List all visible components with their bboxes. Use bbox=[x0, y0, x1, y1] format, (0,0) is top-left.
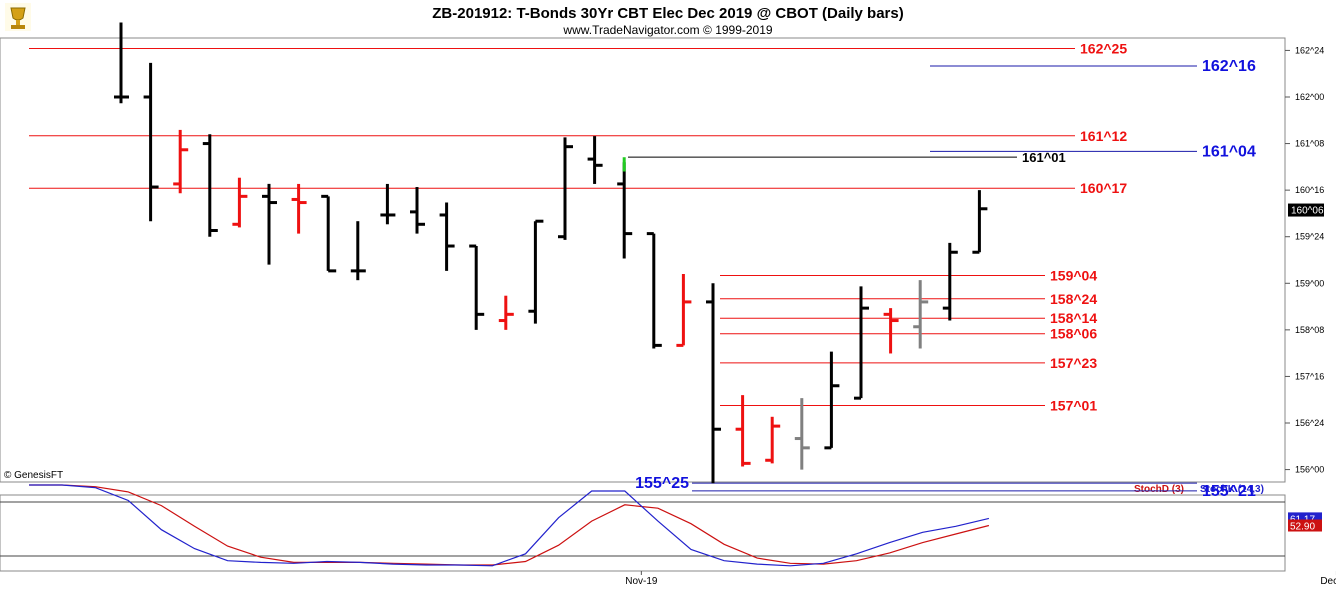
level-label: 162^25 bbox=[1080, 40, 1127, 56]
level-label: 161^12 bbox=[1080, 128, 1127, 144]
price-tick-label: 159^24 bbox=[1295, 232, 1324, 242]
time-tick-label: Nov-19 bbox=[625, 576, 658, 587]
level-label: 158^06 bbox=[1050, 326, 1097, 342]
level-label: 155^25 bbox=[635, 475, 689, 492]
current-price-label: 160^06 bbox=[1291, 206, 1324, 217]
level-label: 158^24 bbox=[1050, 291, 1097, 307]
level-label: 162^16 bbox=[1202, 58, 1256, 75]
level-label: 157^23 bbox=[1050, 355, 1097, 371]
level-label: 157^01 bbox=[1050, 398, 1097, 414]
level-label: 161^01 bbox=[1022, 150, 1066, 165]
price-tick-label: 161^08 bbox=[1295, 139, 1324, 149]
time-tick-label: Dec-19 bbox=[1320, 576, 1336, 587]
stochd-value-badge bbox=[1288, 519, 1322, 532]
price-tick-label: 159^00 bbox=[1295, 278, 1324, 288]
price-tick-label: 157^16 bbox=[1295, 371, 1324, 381]
price-tick-label: 160^16 bbox=[1295, 185, 1324, 195]
price-tick-label: 156^24 bbox=[1295, 418, 1324, 428]
trophy-icon bbox=[5, 3, 31, 31]
price-axis: 162^24 162^00 161^08 160^16 159^24 159^00 158^… bbox=[1285, 45, 1324, 475]
credit-text: © GenesisFT bbox=[4, 470, 63, 481]
price-panel bbox=[0, 37, 1286, 483]
price-tick-label: 156^00 bbox=[1295, 465, 1324, 475]
legend-stochd: StochD (3) bbox=[1134, 484, 1184, 495]
stochastic-series-line bbox=[29, 484, 990, 566]
ohlc-bars bbox=[114, 22, 988, 484]
level-label: 155^21 bbox=[1202, 483, 1256, 500]
level-label: 159^04 bbox=[1050, 268, 1097, 284]
current-price-badge bbox=[1288, 203, 1324, 217]
level-label: 161^04 bbox=[1202, 143, 1256, 160]
price-tick-label: 162^00 bbox=[1295, 92, 1324, 102]
stochd-value-label: 52.90 bbox=[1290, 522, 1315, 533]
time-axis: Nov-19 Dec-19 bbox=[625, 571, 1336, 587]
level-label: 160^17 bbox=[1080, 180, 1127, 196]
stochastic-lines: 61.1752.90 bbox=[29, 484, 1322, 567]
chart-title: ZB-201912: T-Bonds 30Yr CBT Elec Dec 201… bbox=[432, 5, 903, 22]
legend-stochk: StochK (14,3) bbox=[1200, 484, 1264, 495]
price-tick-label: 162^24 bbox=[1295, 45, 1324, 55]
price-tick-label: 158^08 bbox=[1295, 325, 1324, 335]
chart-subtitle: www.TradeNavigator.com © 1999-2019 bbox=[562, 23, 772, 37]
stochastic-series-line bbox=[29, 484, 990, 567]
level-label: 158^14 bbox=[1050, 310, 1097, 326]
level-lines: 162^25 162^16 161^12 161^04 161^01 160^17 159^… bbox=[29, 40, 1256, 500]
